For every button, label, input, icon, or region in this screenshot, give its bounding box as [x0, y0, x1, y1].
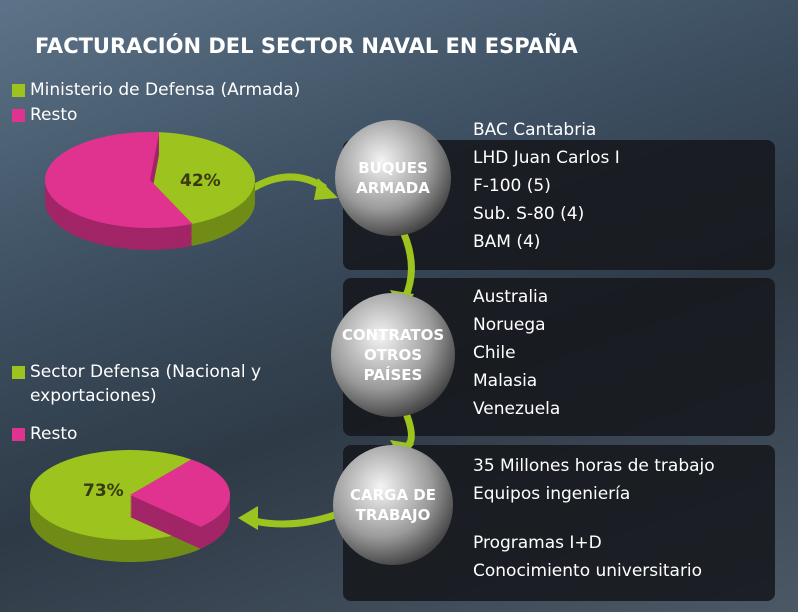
- panel-item: 35 Millones horas de trabajo: [473, 456, 715, 476]
- panel-item: Malasia: [473, 371, 538, 391]
- panel: [343, 140, 775, 270]
- slice-label: 42%: [180, 171, 221, 191]
- node-label: TRABAJO: [355, 506, 431, 524]
- node-circle: [333, 445, 453, 565]
- panel-item: BAC Cantabria: [473, 120, 597, 140]
- node-circle: [331, 293, 455, 417]
- legend-swatch: [12, 84, 25, 97]
- panel-item: LHD Juan Carlos I: [473, 148, 620, 168]
- panel-item: Chile: [473, 343, 516, 363]
- pie-top: [130, 459, 231, 527]
- legend-label: Ministerio de Defensa (Armada): [30, 80, 301, 100]
- panel-item: Noruega: [473, 315, 546, 335]
- legend-label: Sector Defensa (Nacional y exportaciones…: [30, 362, 262, 406]
- panel-item: Equipos ingeniería: [473, 484, 631, 504]
- panel-item: Australia: [473, 287, 549, 307]
- legend-swatch: [12, 428, 25, 441]
- panel: [343, 445, 775, 601]
- node-circle: [335, 120, 451, 236]
- panel-item: BAM (4): [473, 232, 541, 252]
- node-label: CARGA DE: [349, 486, 436, 504]
- legend-label: Resto: [30, 105, 78, 125]
- panel-item: Programas I+D: [473, 533, 602, 553]
- panel-item: Conocimiento universitario: [473, 561, 703, 581]
- pie-slice: [130, 459, 231, 549]
- panel-item: Venezuela: [473, 399, 561, 419]
- pie-slice: [44, 131, 193, 250]
- slice-label: 73%: [83, 481, 124, 501]
- legend-swatch: [12, 109, 25, 122]
- pie-top: [45, 131, 193, 228]
- pie-top: [150, 132, 256, 224]
- legend-swatch: [12, 366, 25, 379]
- title: FACTURACIÓN DEL SECTOR NAVAL EN ESPAÑA: [35, 34, 578, 58]
- panel: [343, 278, 775, 436]
- panel-item: F-100 (5): [473, 176, 551, 196]
- node-label: PAÍSES: [363, 366, 423, 384]
- node-label: OTROS: [363, 346, 423, 364]
- node-label: CONTRATOS: [341, 326, 445, 344]
- legend-label: Resto: [30, 424, 78, 444]
- panel-item: Sub. S-80 (4): [473, 204, 585, 224]
- node-label: ARMADA: [356, 179, 430, 197]
- node-label: BUQUES: [358, 159, 428, 177]
